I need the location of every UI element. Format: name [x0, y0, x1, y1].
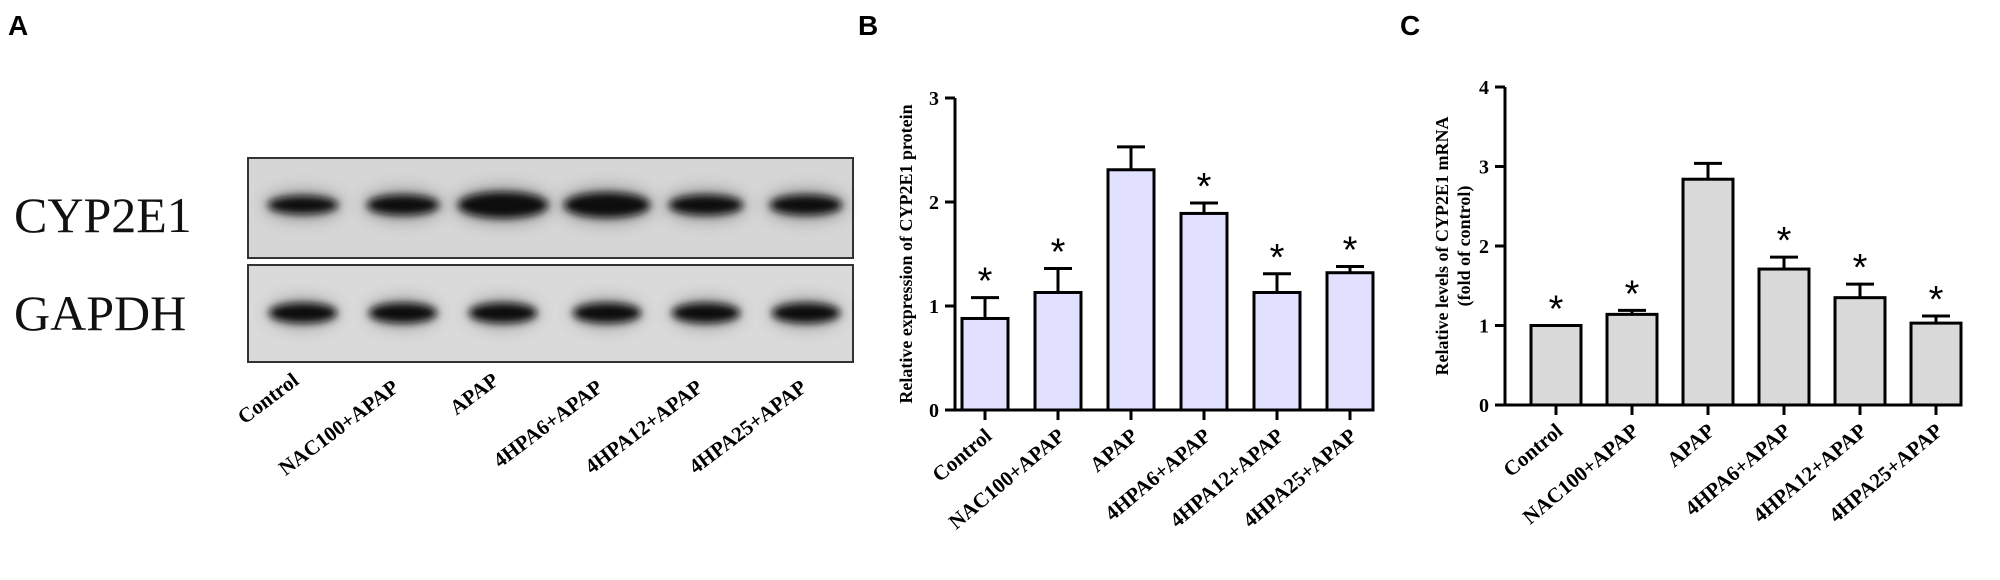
gapdh-band — [269, 303, 337, 323]
gapdh-band — [369, 303, 437, 323]
protein-chart-bar — [1325, 271, 1375, 412]
cyp2e1-band — [458, 192, 548, 218]
mrna-chart-bar — [1681, 177, 1735, 407]
cyp2e1-band — [564, 192, 650, 218]
mrna-chart-y-tick-label: 1 — [1479, 316, 1489, 338]
protein-chart-significance-star: * — [1270, 237, 1285, 279]
mrna-chart-bar — [1529, 324, 1583, 407]
mrna-chart-significance-star: * — [1777, 220, 1792, 262]
mrna-chart-y-tick-label: 2 — [1479, 236, 1489, 258]
gapdh-band — [672, 303, 740, 323]
mrna-chart-bar — [1757, 267, 1811, 407]
gapdh-band — [772, 303, 840, 323]
mrna-chart-significance-star: * — [1853, 247, 1868, 289]
blot-label-cyp2e1: CYP2E1 — [14, 187, 192, 243]
gapdh-membrane — [247, 264, 854, 363]
mrna-chart-significance-star: * — [1549, 289, 1564, 331]
protein-chart-y-tick-label: 0 — [929, 400, 939, 422]
protein-chart-bar — [1033, 290, 1083, 412]
mrna-chart-y-axis-title-sub: (fold of control) — [1454, 186, 1475, 307]
mrna-chart-significance-star: * — [1625, 273, 1640, 315]
cyp2e1-band — [367, 195, 439, 215]
panel-label-b: B — [858, 10, 879, 41]
gapdh-band — [573, 303, 641, 323]
protein-chart-bar — [1106, 168, 1156, 412]
protein-chart-y-tick-label: 2 — [929, 192, 939, 214]
mrna-chart-bar — [1833, 296, 1887, 407]
panel-label-c: C — [1400, 10, 1421, 41]
protein-chart-significance-star: * — [1197, 166, 1212, 208]
mrna-chart-y-tick-label: 0 — [1479, 395, 1489, 417]
mrna-chart-bar — [1605, 312, 1659, 407]
protein-chart-bar — [960, 316, 1010, 412]
mrna-chart-y-tick-label: 3 — [1479, 157, 1489, 179]
mrna-chart-significance-star: * — [1929, 279, 1944, 321]
protein-chart-y-tick-label: 1 — [929, 296, 939, 318]
protein-chart-significance-star: * — [978, 261, 993, 303]
mrna-chart-category-label: Control — [1498, 418, 1567, 481]
cyp2e1-band — [268, 196, 338, 214]
mrna-chart-y-tick-label: 4 — [1479, 77, 1489, 99]
mrna-chart-bar — [1909, 321, 1963, 407]
gapdh-band — [469, 303, 537, 323]
protein-chart-significance-star: * — [1343, 229, 1358, 271]
panel-label-a: A — [8, 10, 29, 41]
cyp2e1-band — [770, 195, 842, 215]
blot-label-gapdh: GAPDH — [14, 285, 186, 341]
mrna-chart-category-label: APAP — [1662, 418, 1719, 471]
cyp2e1-band — [669, 195, 743, 215]
mrna-chart-y-axis-title: Relative levels of CYP2E1 mRNA — [1432, 117, 1452, 376]
protein-chart-y-axis-title: Relative expression of CYP2E1 protein — [896, 104, 916, 403]
protein-chart-y-tick-label: 3 — [929, 88, 939, 110]
protein-chart-significance-star: * — [1051, 232, 1066, 274]
western-blot-panel: CYP2E1 GAPDH Control NAC100+APAP APAP 4H… — [14, 157, 854, 480]
